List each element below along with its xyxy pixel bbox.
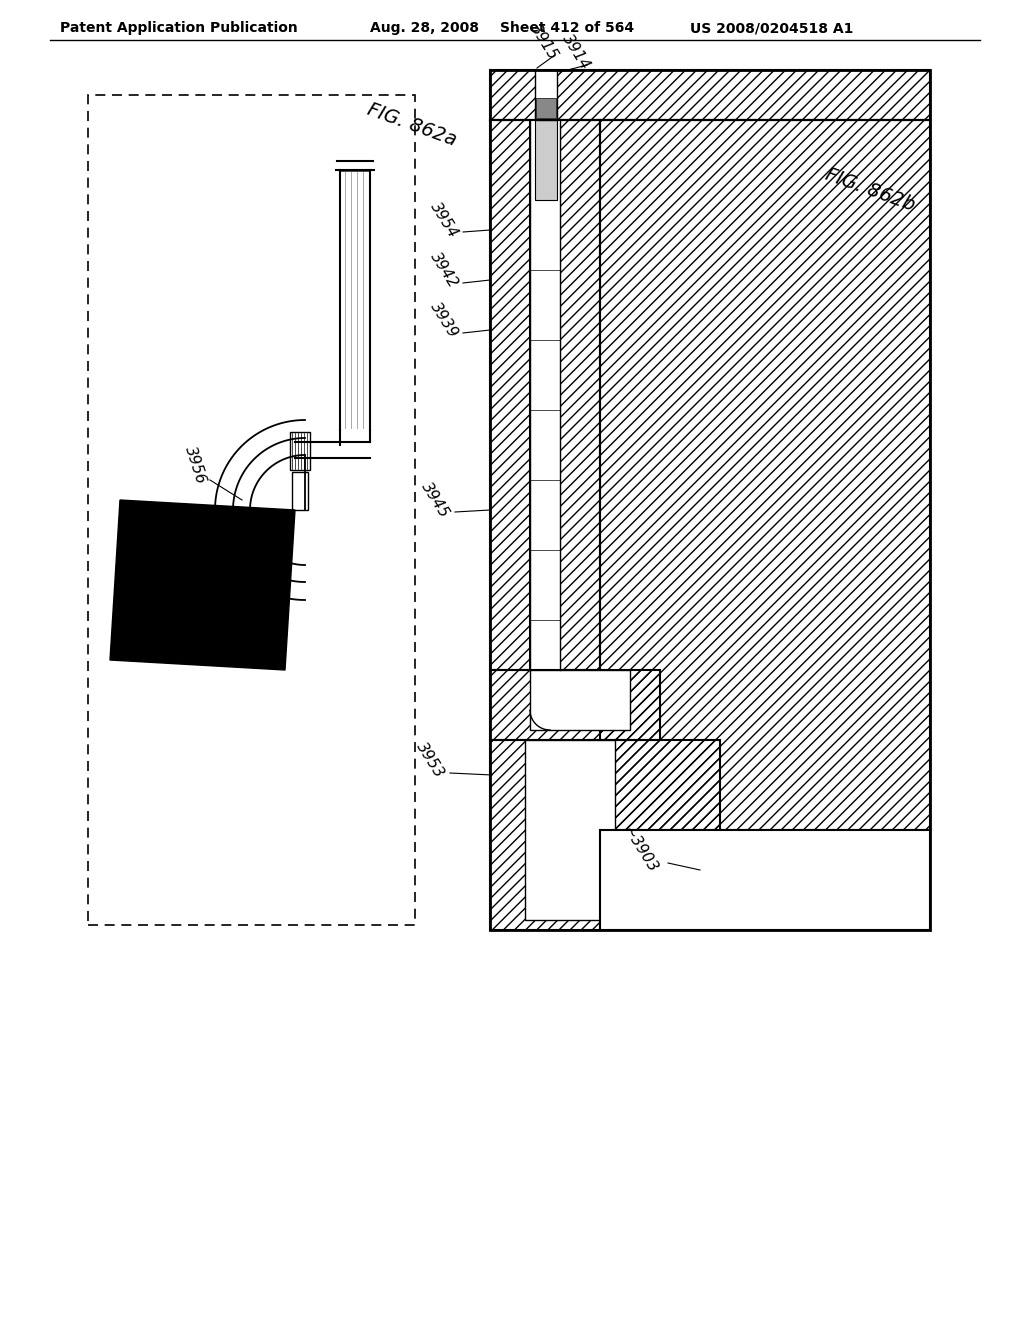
Bar bbox=[560, 120, 600, 671]
Bar bbox=[525, 741, 615, 920]
Text: Aug. 28, 2008: Aug. 28, 2008 bbox=[370, 21, 479, 36]
Bar bbox=[490, 741, 720, 931]
Bar bbox=[600, 70, 930, 120]
Bar bbox=[600, 120, 930, 830]
Text: ~3903: ~3903 bbox=[620, 824, 660, 876]
Bar bbox=[88, 95, 415, 925]
Bar bbox=[490, 671, 660, 741]
Text: FIG. 862a: FIG. 862a bbox=[365, 100, 460, 150]
Text: 3956: 3956 bbox=[182, 444, 208, 486]
Bar bbox=[530, 120, 560, 671]
Polygon shape bbox=[110, 500, 295, 671]
Bar bbox=[340, 170, 370, 430]
Text: US 2008/0204518 A1: US 2008/0204518 A1 bbox=[690, 21, 853, 36]
Bar bbox=[490, 70, 930, 120]
Text: FIG. 862b: FIG. 862b bbox=[822, 165, 918, 215]
Bar bbox=[530, 671, 630, 730]
Text: Sheet 412 of 564: Sheet 412 of 564 bbox=[500, 21, 634, 36]
Bar bbox=[600, 830, 930, 931]
Bar bbox=[490, 70, 930, 931]
Bar bbox=[535, 70, 557, 120]
Bar bbox=[290, 432, 310, 470]
Text: 3914: 3914 bbox=[559, 32, 593, 73]
Text: 3939: 3939 bbox=[427, 300, 461, 341]
Text: 3942: 3942 bbox=[427, 249, 461, 290]
Bar bbox=[536, 98, 556, 117]
Text: Patent Application Publication: Patent Application Publication bbox=[60, 21, 298, 36]
Bar bbox=[292, 473, 308, 510]
Bar bbox=[535, 110, 557, 201]
Text: 3915: 3915 bbox=[527, 21, 561, 62]
Text: 3953: 3953 bbox=[414, 739, 446, 780]
Text: 3945: 3945 bbox=[419, 479, 452, 520]
Text: 3954: 3954 bbox=[427, 199, 461, 240]
Bar bbox=[490, 120, 530, 671]
